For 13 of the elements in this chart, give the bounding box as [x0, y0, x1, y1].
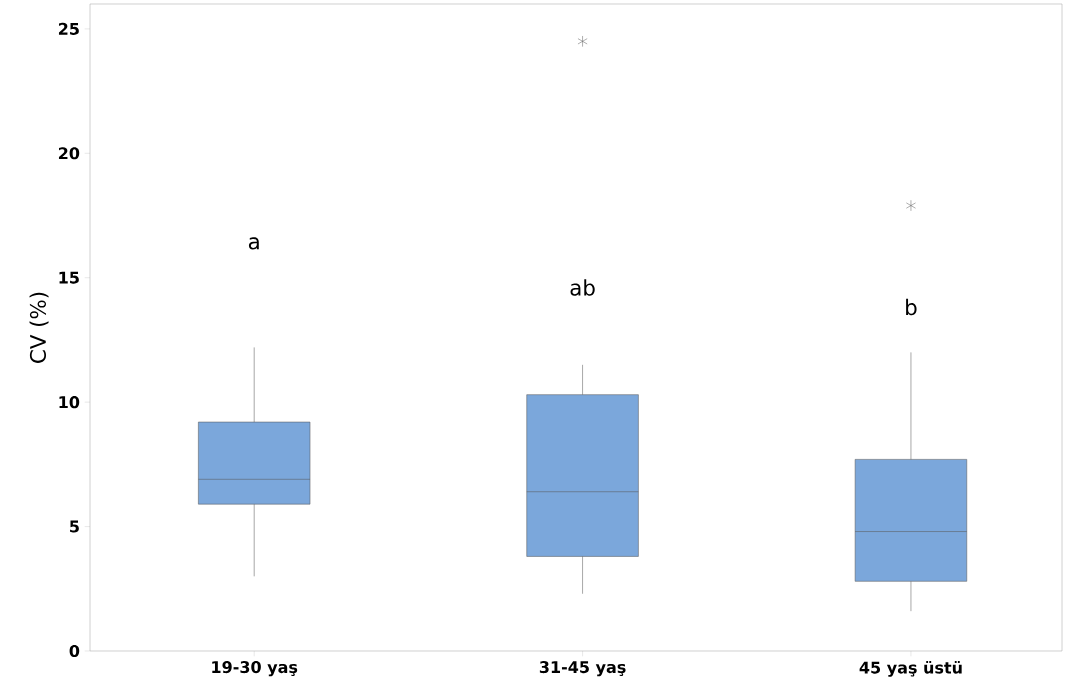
y-tick-label: 10 [59, 396, 80, 409]
y-tick-label: 0 [69, 644, 80, 658]
annotation: a [248, 237, 259, 250]
y-tick-label: 15 [59, 271, 79, 284]
y-axis-title: CV (%) [29, 292, 49, 363]
x-tick-label: 31-45 yaş [539, 661, 626, 677]
annotation: b [906, 298, 917, 316]
y-tick-label: 20 [58, 147, 80, 160]
y-tick-label: 5 [70, 520, 79, 533]
y-tick-label: 25 [58, 22, 79, 35]
annotation: ab [570, 279, 595, 296]
x-tick-label: 45 yaş üstü [859, 661, 962, 677]
x-tick-label: 19-30 yaş [212, 661, 298, 677]
